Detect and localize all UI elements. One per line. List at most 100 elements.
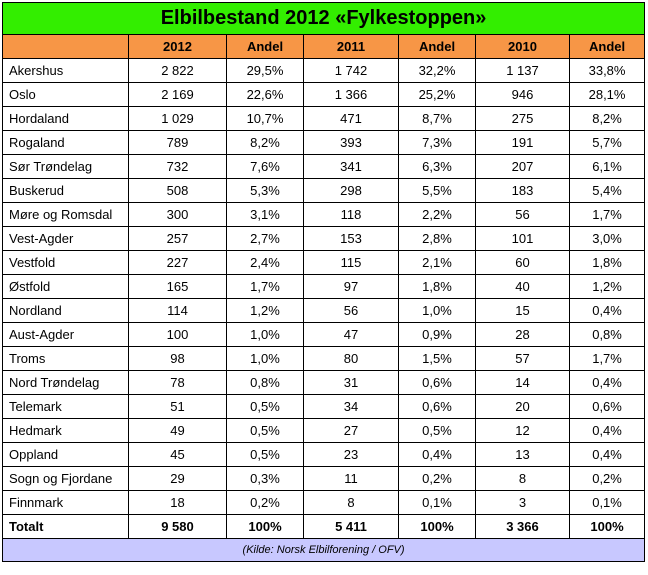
- table-cell: 0,4%: [568, 418, 646, 443]
- table-cell: 0,2%: [568, 466, 646, 491]
- table-cell: 0,1%: [398, 490, 476, 515]
- table-cell: 1,2%: [226, 298, 304, 323]
- table-cell: 300: [128, 202, 227, 227]
- table-cell: 0,1%: [568, 490, 646, 515]
- total-cell: 5 411: [303, 514, 399, 539]
- table-row: Møre og Romsdal 300 3,1% 118 2,2% 56 1,7%: [2, 202, 646, 227]
- table-cell: 3,1%: [226, 202, 304, 227]
- table-cell: 275: [475, 106, 570, 131]
- header-cell: 2011: [303, 34, 399, 59]
- table-row: Nord Trøndelag 78 0,8% 31 0,6% 14 0,4%: [2, 370, 646, 395]
- table-cell: 78: [128, 370, 227, 395]
- table-cell: 1,7%: [226, 274, 304, 299]
- county-name: Akershus: [2, 58, 129, 83]
- table-cell: 5,7%: [568, 130, 646, 155]
- table-cell: 732: [128, 154, 227, 179]
- table-row: Buskerud 508 5,3% 298 5,5% 183 5,4%: [2, 178, 646, 203]
- table-cell: 29,5%: [226, 58, 304, 83]
- table-cell: 165: [128, 274, 227, 299]
- table-cell: 0,6%: [398, 394, 476, 419]
- header-cell: Andel: [568, 34, 646, 59]
- table-row: Østfold 165 1,7% 97 1,8% 40 1,2%: [2, 274, 646, 299]
- table-cell: 0,4%: [568, 442, 646, 467]
- header-cell: Andel: [398, 34, 476, 59]
- table-cell: 298: [303, 178, 399, 203]
- table-cell: 7,6%: [226, 154, 304, 179]
- table-cell: 2 169: [128, 82, 227, 107]
- table-row: Sogn og Fjordane 29 0,3% 11 0,2% 8 0,2%: [2, 466, 646, 491]
- table-cell: 153: [303, 226, 399, 251]
- table-cell: 1,8%: [398, 274, 476, 299]
- table-cell: 8: [303, 490, 399, 515]
- total-row: Totalt 9 580 100% 5 411 100% 3 366 100%: [2, 514, 646, 539]
- table-cell: 20: [475, 394, 570, 419]
- county-name: Finnmark: [2, 490, 129, 515]
- table-cell: 8,2%: [226, 130, 304, 155]
- table-row: Oslo 2 169 22,6% 1 366 25,2% 946 28,1%: [2, 82, 646, 107]
- county-name: Oslo: [2, 82, 129, 107]
- table-cell: 100: [128, 322, 227, 347]
- table-cell: 3,0%: [568, 226, 646, 251]
- table-cell: 18: [128, 490, 227, 515]
- table-cell: 1 366: [303, 82, 399, 107]
- table-cell: 0,5%: [226, 394, 304, 419]
- table-row: Oppland 45 0,5% 23 0,4% 13 0,4%: [2, 442, 646, 467]
- table-cell: 257: [128, 226, 227, 251]
- table-cell: 25,2%: [398, 82, 476, 107]
- table-cell: 40: [475, 274, 570, 299]
- table-cell: 0,2%: [398, 466, 476, 491]
- table-cell: 1,5%: [398, 346, 476, 371]
- table-row: Telemark 51 0,5% 34 0,6% 20 0,6%: [2, 394, 646, 419]
- table-cell: 10,7%: [226, 106, 304, 131]
- table-cell: 47: [303, 322, 399, 347]
- table-cell: 1 029: [128, 106, 227, 131]
- table-cell: 28: [475, 322, 570, 347]
- county-name: Telemark: [2, 394, 129, 419]
- table-cell: 1 137: [475, 58, 570, 83]
- table-row: Aust-Agder 100 1,0% 47 0,9% 28 0,8%: [2, 322, 646, 347]
- table-cell: 51: [128, 394, 227, 419]
- total-label: Totalt: [2, 514, 129, 539]
- table-row: Nordland 114 1,2% 56 1,0% 15 0,4%: [2, 298, 646, 323]
- table-cell: 8,7%: [398, 106, 476, 131]
- table-cell: 393: [303, 130, 399, 155]
- county-name: Rogaland: [2, 130, 129, 155]
- table-cell: 2,8%: [398, 226, 476, 251]
- county-name: Hordaland: [2, 106, 129, 131]
- table-cell: 2 822: [128, 58, 227, 83]
- table-cell: 97: [303, 274, 399, 299]
- total-cell: 9 580: [128, 514, 227, 539]
- table-cell: 32,2%: [398, 58, 476, 83]
- county-name: Østfold: [2, 274, 129, 299]
- table-cell: 49: [128, 418, 227, 443]
- table-row: Sør Trøndelag 732 7,6% 341 6,3% 207 6,1%: [2, 154, 646, 179]
- header-cell: 2010: [475, 34, 570, 59]
- table-cell: 56: [303, 298, 399, 323]
- table-cell: 31: [303, 370, 399, 395]
- table-cell: 56: [475, 202, 570, 227]
- ev-stock-table: Elbilbestand 2012 «Fylkestoppen» 2012 An…: [1, 2, 646, 562]
- table-row: Troms 98 1,0% 80 1,5% 57 1,7%: [2, 346, 646, 371]
- table-row: Rogaland 789 8,2% 393 7,3% 191 5,7%: [2, 130, 646, 155]
- table-cell: 2,2%: [398, 202, 476, 227]
- table-cell: 183: [475, 178, 570, 203]
- county-name: Troms: [2, 346, 129, 371]
- county-name: Møre og Romsdal: [2, 202, 129, 227]
- table-cell: 1,7%: [568, 202, 646, 227]
- table-cell: 29: [128, 466, 227, 491]
- table-cell: 5,3%: [226, 178, 304, 203]
- table-cell: 14: [475, 370, 570, 395]
- table-cell: 5,4%: [568, 178, 646, 203]
- table-cell: 2,4%: [226, 250, 304, 275]
- table-cell: 13: [475, 442, 570, 467]
- table-cell: 789: [128, 130, 227, 155]
- table-row: Akershus 2 822 29,5% 1 742 32,2% 1 137 33,8%: [2, 58, 646, 83]
- table-cell: 0,3%: [226, 466, 304, 491]
- table-cell: 60: [475, 250, 570, 275]
- table-cell: 8: [475, 466, 570, 491]
- county-name: Hedmark: [2, 418, 129, 443]
- table-cell: 0,4%: [568, 370, 646, 395]
- table-cell: 191: [475, 130, 570, 155]
- table-cell: 1,0%: [226, 322, 304, 347]
- county-name: Sør Trøndelag: [2, 154, 129, 179]
